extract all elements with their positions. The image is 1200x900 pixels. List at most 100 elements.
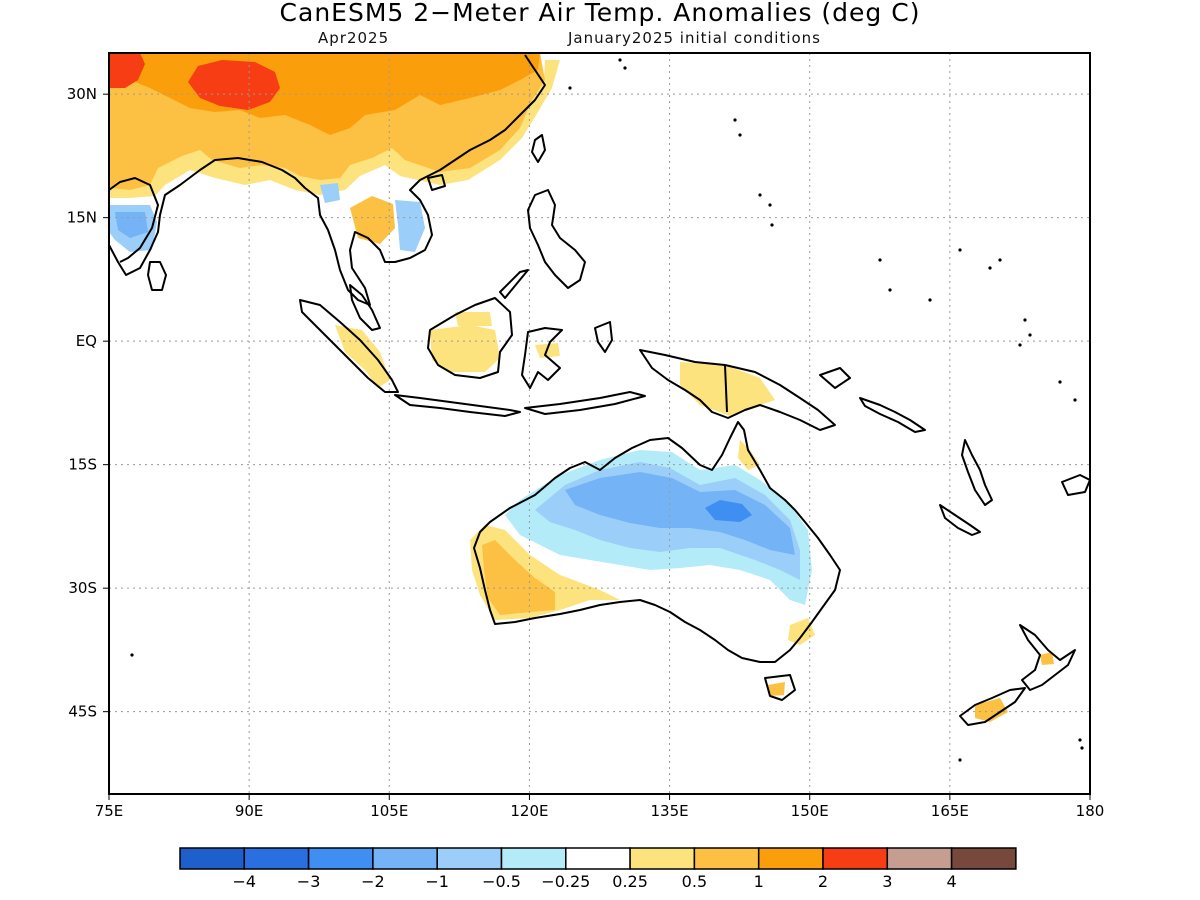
borneo-warm-patch (430, 325, 500, 372)
island-dot (768, 203, 772, 207)
lon-tick-label: 135E (651, 802, 689, 820)
initial-conditions-label: January2025 initial conditions (568, 29, 821, 47)
australia-coast (473, 421, 841, 663)
lesser-sunda-coast (524, 391, 646, 415)
colorbar-swatch (179, 847, 246, 870)
colorbar-swatch (307, 847, 374, 870)
island-dot (1023, 318, 1027, 322)
map-axes: 75E 90E 105E 120E 135E 150E 165E 180 30N 15N EQ 15S… (67, 85, 1105, 820)
lon-tick-label: 150E (791, 802, 829, 820)
new-guinea-border (724, 364, 728, 413)
colorbar-label: −0.5 (482, 872, 521, 891)
colorbar-label: 3 (882, 872, 892, 891)
new-zealand-south-coast (959, 687, 1026, 726)
borneo-north-warm-patch (455, 312, 492, 326)
lat-tick-label: 15S (68, 456, 97, 474)
malay-peninsula-coast (349, 284, 381, 331)
australia-strong-cool-core (705, 500, 752, 522)
island-dot (1078, 738, 1082, 742)
lat-tick-label: 45S (68, 703, 97, 721)
colorbar-swatch (629, 847, 696, 870)
colorbar-label: 0.5 (682, 872, 707, 891)
island-dot (958, 248, 962, 252)
asia-weak-warm-edge (109, 60, 560, 198)
colorbar-swatch (950, 847, 1017, 870)
borneo-coast (427, 297, 513, 379)
colorbar-swatch (565, 847, 631, 870)
colorbar-swatch (243, 847, 310, 870)
vanuatu-coast (961, 439, 993, 506)
taiwan-coast (531, 134, 546, 163)
solomon-islands-coast (859, 397, 926, 433)
indochina-warm-patch (350, 196, 395, 244)
new-guinea-coast (639, 349, 836, 431)
island-dot (1080, 746, 1084, 750)
colorbar-swatch (500, 847, 567, 870)
colorbar-label: −1 (425, 872, 449, 891)
colorbar-swatch (372, 847, 438, 870)
northwest-hotspot (109, 53, 145, 88)
australia-cool-core (565, 472, 795, 555)
island-dot (998, 258, 1002, 262)
island-dot (888, 288, 892, 292)
lat-tick-label: 30S (68, 579, 97, 597)
colorbar: −4 −3 −2 −1 −0.5 −0.25 0.25 0.5 1 2 3 4 (179, 847, 1017, 891)
sulawesi-coast (521, 327, 563, 389)
colorbar-swatch (693, 847, 760, 870)
island-dot (568, 86, 572, 90)
east-coast-warm-patch (788, 618, 815, 645)
lon-tick-label: 120E (510, 802, 548, 820)
map-title: CanESM5 2−Meter Air Temp. Anomalies (deg… (279, 0, 921, 27)
palawan-coast (499, 269, 529, 299)
lat-tick-label: 30N (67, 85, 97, 103)
lon-tick-label: 180 (1076, 802, 1105, 820)
colorbar-label: −3 (297, 872, 321, 891)
tasmania-warm-patch (768, 682, 785, 696)
new-caledonia-coast (939, 504, 981, 536)
pacific-islands (130, 58, 1084, 762)
colorbar-label: 0.25 (612, 872, 648, 891)
colorbar-label: −0.25 (541, 872, 590, 891)
nz-warm-patch (975, 698, 1008, 722)
anomaly-shading (109, 53, 1054, 722)
island-dot (733, 118, 737, 122)
island-dot (988, 266, 992, 270)
fiji-coast (1061, 474, 1090, 496)
sri-lanka-coast (147, 261, 167, 291)
island-dot (130, 653, 134, 657)
indochina-cool-patch (395, 200, 425, 252)
island-dot (623, 66, 627, 70)
colorbar-label: −2 (361, 872, 385, 891)
colorbar-swatch (436, 847, 503, 870)
island-dot (958, 758, 962, 762)
sumatra-warm-patch (335, 325, 390, 388)
graticule (109, 53, 1090, 794)
island-dot (770, 223, 774, 227)
island-dot (618, 58, 622, 62)
hainan-coast (427, 174, 446, 191)
asia-mainland-coast (109, 54, 546, 306)
tibet-hotspot (188, 60, 280, 110)
new-britain-coast (819, 367, 851, 389)
map-frame (108, 52, 1091, 795)
colorbar-swatch (822, 847, 889, 870)
lon-tick-label: 90E (235, 802, 264, 820)
island-dot (1058, 380, 1062, 384)
island-dot (1028, 333, 1032, 337)
lon-tick-label: 165E (931, 802, 969, 820)
new-zealand-north-coast (1019, 624, 1076, 691)
island-dot (758, 193, 762, 197)
forecast-month: Apr2025 (318, 29, 390, 47)
myanmar-cool-patch (320, 183, 340, 203)
colorbar-swatch (886, 847, 953, 870)
island-dot (738, 133, 742, 137)
island-dot (1073, 398, 1077, 402)
colorbar-label: 1 (754, 872, 764, 891)
colorbar-swatch (757, 847, 824, 870)
western-australia-warm-core (482, 540, 555, 615)
nz-north-warm-patch (1040, 652, 1054, 665)
colorbar-label: 4 (947, 872, 957, 891)
coastlines (109, 54, 1090, 726)
lat-tick-label: 15N (67, 209, 97, 227)
